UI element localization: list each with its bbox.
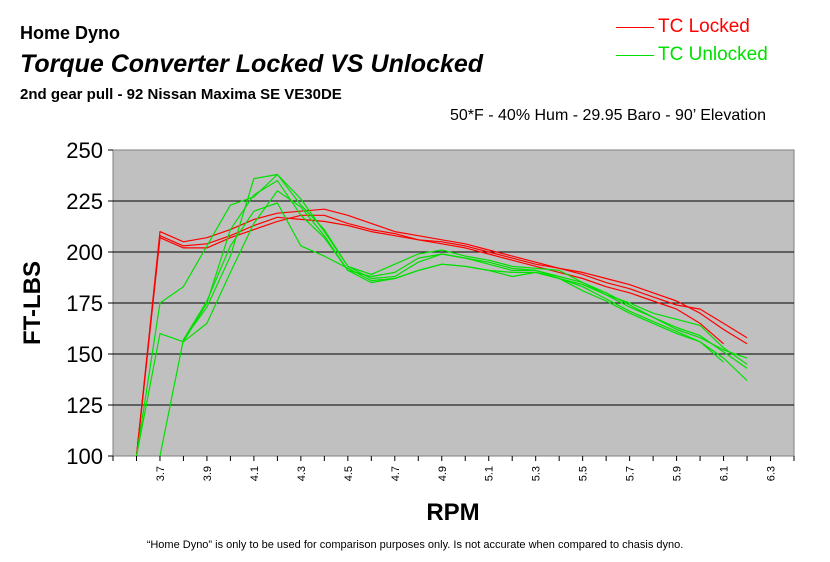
x-tick-label: 4.3 [296, 466, 308, 481]
legend-swatch-locked [616, 26, 654, 28]
series-line-unlocked-4 [135, 173, 724, 457]
legend-label-locked: TC Locked [658, 16, 750, 37]
legend-item-locked: TC Locked [616, 16, 750, 38]
y-axis-label: FT-LBS [19, 261, 46, 345]
x-axis-label: RPM [426, 499, 479, 526]
chart-subtitle: Torque Converter Locked VS Unlocked [20, 50, 484, 78]
x-tick-label: 5.7 [625, 466, 637, 481]
x-tick-label: 4.9 [437, 466, 449, 481]
x-tick-label: 5.5 [578, 466, 590, 481]
x-tick-label: 6.3 [766, 466, 778, 481]
y-tick-label: 100 [66, 444, 103, 469]
x-tick-label: 4.5 [343, 466, 355, 481]
chart-description: 2nd gear pull - 92 Nissan Maxima SE VE30… [20, 86, 342, 103]
x-tick-label: 3.7 [155, 466, 167, 481]
y-tick-label: 125 [66, 393, 103, 418]
x-tick-label: 6.1 [719, 466, 731, 481]
y-tick-label: 150 [66, 342, 103, 367]
chart-title: Home Dyno [20, 23, 121, 43]
y-tick-label: 250 [66, 138, 103, 163]
x-tick-label: 4.1 [249, 466, 261, 481]
test-conditions: 50*F - 40% Hum - 29.95 Baro - 90’ Elevat… [450, 107, 767, 124]
series-line-unlocked-8 [182, 202, 748, 369]
x-tick-label: 3.9 [202, 466, 214, 481]
legend-swatch-unlocked [616, 54, 654, 56]
series-lines [135, 173, 748, 457]
legend-label-unlocked: TC Unlocked [658, 44, 768, 65]
x-tick-label: 4.7 [390, 466, 402, 481]
grid-lines [113, 200, 794, 406]
y-tick-label: 175 [66, 291, 103, 316]
footnote: “Home Dyno” is only to be used for compa… [146, 539, 684, 551]
x-axis-ticks: 3.7 3.9 4.1 4.3 4.5 4.7 4.9 5.1 5.3 5.5 5.7 5.9 6.1 6… [112, 456, 795, 481]
x-tick-label: 5.1 [484, 466, 496, 481]
legend-item-unlocked: TC Unlocked [616, 44, 768, 66]
y-tick-label: 200 [66, 240, 103, 265]
x-tick-label: 5.9 [672, 466, 684, 481]
y-tick-label: 225 [66, 189, 103, 214]
y-axis-ticks: 100 125 150 175 200 225 250 [66, 138, 113, 469]
series-line-unlocked-6 [159, 173, 748, 457]
x-tick-label: 5.3 [531, 466, 543, 481]
series-line-locked-2 [135, 214, 724, 457]
series-line-locked-1 [135, 208, 748, 457]
